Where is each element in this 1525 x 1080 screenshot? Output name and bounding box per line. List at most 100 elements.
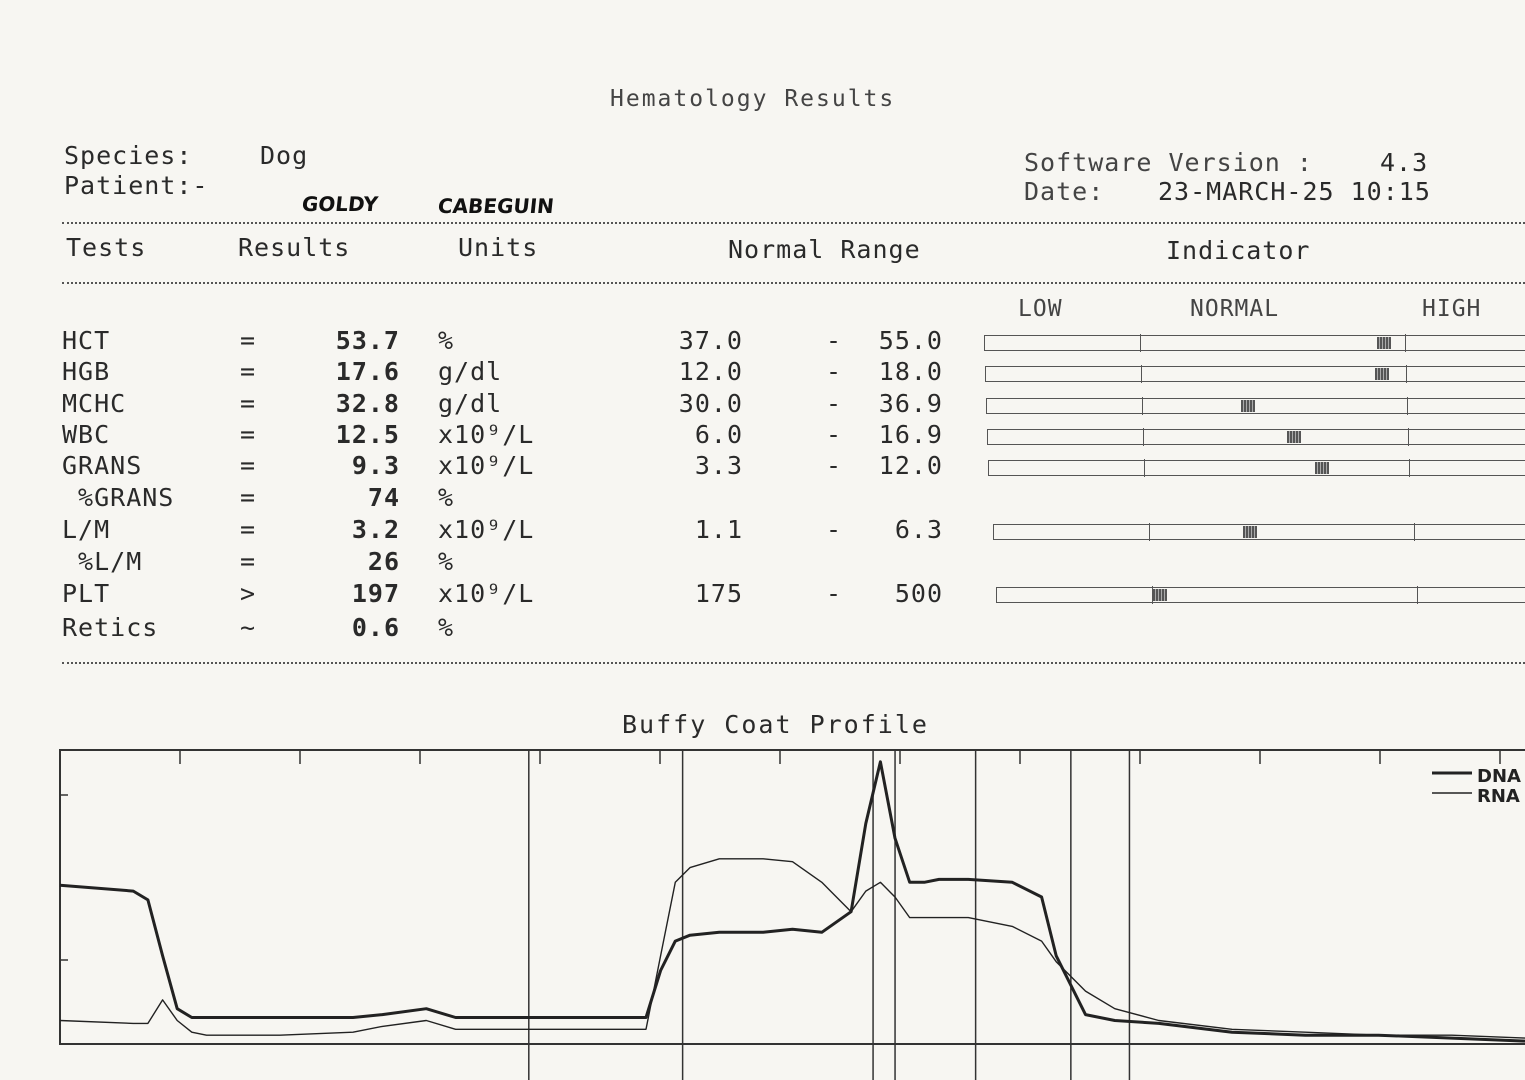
indicator-marker <box>1376 337 1391 349</box>
indicator-bar <box>987 428 1525 446</box>
indicator-marker <box>1287 431 1302 443</box>
indicator-bar <box>984 334 1525 352</box>
table-row-grans: GRANS = 9.3 x10⁹/L 3.3 - 12.0 <box>0 451 1525 483</box>
test-operator: = <box>240 451 257 480</box>
test-result: 3.2 <box>351 515 400 544</box>
date-value: 23-MARCH-25 10:15 <box>1158 177 1431 206</box>
chart-title: Buffy Coat Profile <box>622 710 929 739</box>
indicator-tick <box>1414 523 1415 541</box>
header-tests: Tests <box>66 233 147 262</box>
test-name: L/M <box>62 515 111 544</box>
test-result: 197 <box>351 579 400 608</box>
table-row-mchc: MCHC = 32.8 g/dl 30.0 - 36.9 <box>0 389 1525 421</box>
range-dash: - <box>826 326 843 355</box>
chart-series-rna <box>59 858 1525 1039</box>
test-result: 74 <box>367 483 400 512</box>
range-dash: - <box>826 389 843 418</box>
chart-border <box>59 749 1525 1045</box>
indicator-marker <box>1314 462 1329 474</box>
test-name: %GRANS <box>62 483 175 512</box>
chart-series-dna <box>59 760 1525 1043</box>
indicator-normal-label: NORMAL <box>1190 296 1280 322</box>
indicator-tick <box>1143 428 1144 446</box>
test-result: 26 <box>367 547 400 576</box>
indicator-high-label: HIGH <box>1422 296 1482 322</box>
species-label: Species: <box>64 141 193 170</box>
table-row-wbc: WBC = 12.5 x10⁹/L 6.0 - 16.9 <box>0 420 1525 452</box>
table-row-hgb: HGB = 17.6 g/dl 12.0 - 18.0 <box>0 357 1525 389</box>
test-result: 32.8 <box>335 389 400 418</box>
header-results: Results <box>238 233 351 262</box>
range-low: 37.0 <box>678 326 743 355</box>
header-normal-range: Normal Range <box>728 235 921 264</box>
patient-label: Patient:- <box>64 171 209 200</box>
indicator-marker <box>1241 400 1255 412</box>
table-row-pct-lm: %L/M = 26 % <box>0 547 1525 579</box>
range-low: 12.0 <box>678 357 743 386</box>
software-version-value: 4.3 <box>1380 148 1429 177</box>
header-indicator: Indicator <box>1166 236 1311 265</box>
range-high: 36.9 <box>878 389 943 418</box>
range-low: 1.1 <box>694 515 743 544</box>
table-row-lm: L/M = 3.2 x10⁹/L 1.1 - 6.3 <box>0 515 1525 547</box>
report-title: Hematology Results <box>610 86 896 112</box>
table-row-pct-grans: %GRANS = 74 % <box>0 483 1525 515</box>
indicator-bar <box>993 523 1525 541</box>
indicator-tick <box>1140 334 1141 352</box>
test-name: WBC <box>62 420 111 449</box>
table-footer-divider <box>62 662 1525 664</box>
test-unit: g/dl <box>438 357 503 386</box>
range-dash: - <box>826 451 843 480</box>
range-dash: - <box>826 420 843 449</box>
range-dash: - <box>826 357 843 386</box>
indicator-bar <box>988 459 1525 477</box>
indicator-marker <box>1375 368 1390 380</box>
test-name: GRANS <box>62 451 143 480</box>
indicator-tick <box>1408 428 1409 446</box>
range-dash: - <box>826 579 843 608</box>
test-result: 0.6 <box>351 613 400 642</box>
table-header-divider <box>62 282 1525 284</box>
test-operator: = <box>240 357 257 386</box>
table-row-hct: HCT = 53.7 % 37.0 - 55.0 <box>0 326 1525 358</box>
indicator-tick <box>1409 459 1410 477</box>
date-label: Date: <box>1024 177 1105 206</box>
indicator-tick <box>1152 586 1153 604</box>
test-name: Retics <box>62 613 159 642</box>
test-unit: % <box>438 326 455 355</box>
test-result: 17.6 <box>335 357 400 386</box>
test-unit: x10⁹/L <box>438 515 535 544</box>
range-high: 500 <box>894 579 943 608</box>
indicator-marker <box>1152 589 1167 601</box>
test-unit: x10⁹/L <box>438 579 535 608</box>
indicator-tick <box>1406 365 1407 383</box>
indicator-bar <box>985 365 1525 383</box>
indicator-tick <box>1407 397 1408 415</box>
legend-label: DNA <box>1477 766 1521 787</box>
range-high: 18.0 <box>878 357 943 386</box>
test-name: MCHC <box>62 389 127 418</box>
range-dash: - <box>826 515 843 544</box>
test-operator: = <box>240 389 257 418</box>
indicator-tick <box>1417 586 1418 604</box>
indicator-tick <box>1149 523 1150 541</box>
legend-label: RNA <box>1477 786 1520 807</box>
test-result: 12.5 <box>335 420 400 449</box>
test-operator: ~ <box>240 613 257 642</box>
indicator-marker <box>1242 526 1257 538</box>
indicator-bar <box>996 586 1525 604</box>
test-operator: = <box>240 547 257 576</box>
indicator-bar <box>986 397 1525 415</box>
test-unit: x10⁹/L <box>438 451 535 480</box>
test-result: 9.3 <box>351 451 400 480</box>
indicator-tick <box>1141 365 1142 383</box>
header-divider <box>62 222 1525 224</box>
test-operator: = <box>240 515 257 544</box>
test-unit: % <box>438 547 455 576</box>
table-row-retics: Retics ~ 0.6 % <box>0 613 1525 645</box>
test-unit: % <box>438 483 455 512</box>
range-high: 16.9 <box>878 420 943 449</box>
range-low: 175 <box>694 579 743 608</box>
range-high: 6.3 <box>894 515 943 544</box>
test-result: 53.7 <box>335 326 400 355</box>
